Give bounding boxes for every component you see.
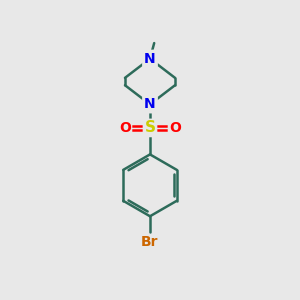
Text: N: N <box>144 98 156 111</box>
Text: N: N <box>144 52 156 66</box>
Text: S: S <box>145 120 155 135</box>
Text: O: O <box>119 121 131 135</box>
Text: Br: Br <box>141 236 159 249</box>
Text: O: O <box>169 121 181 135</box>
